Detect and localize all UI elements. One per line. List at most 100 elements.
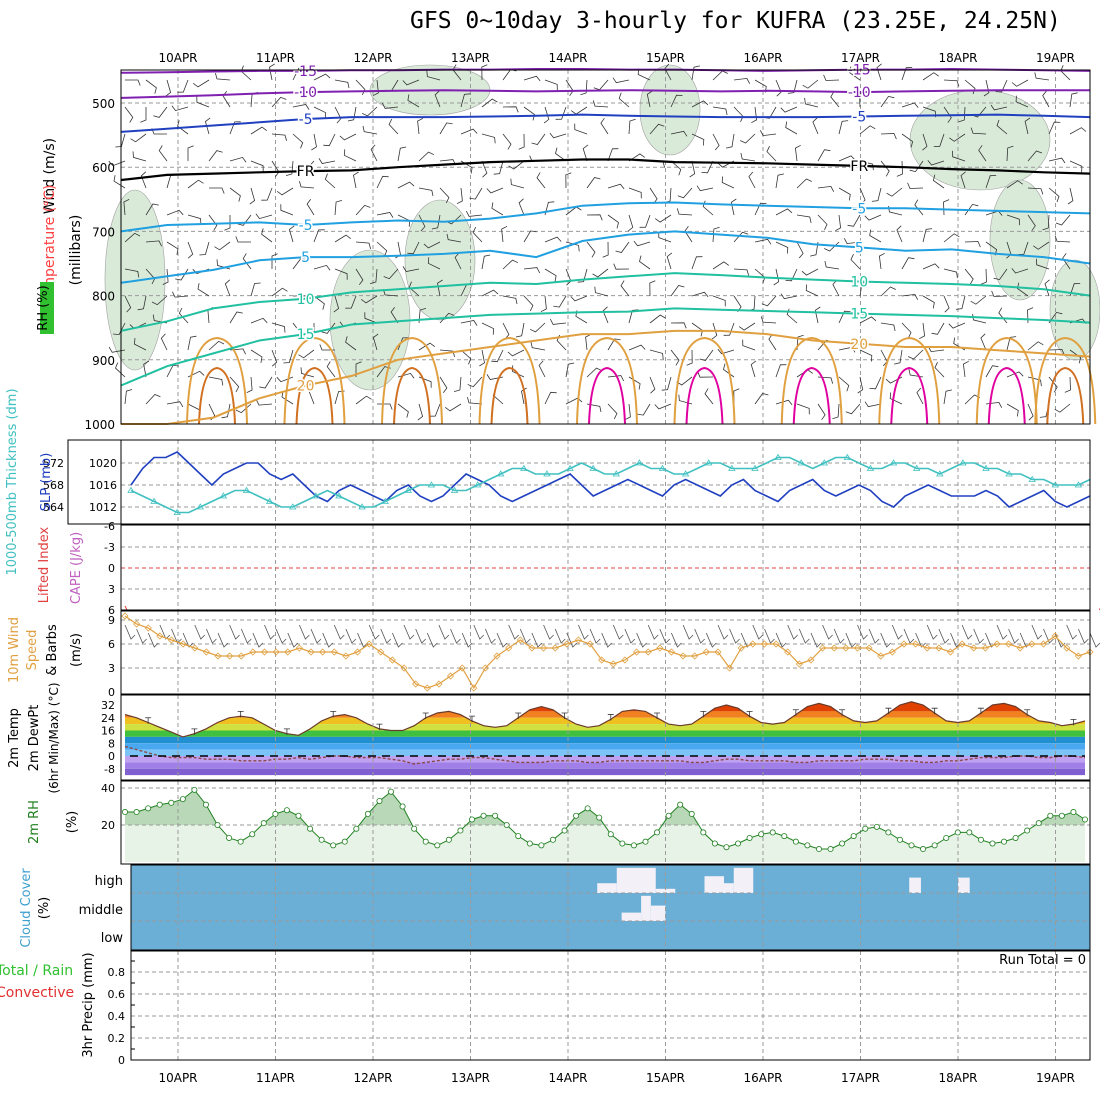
wind-barb — [927, 346, 945, 353]
wind-barb-10m — [136, 628, 147, 644]
rh-point — [434, 842, 441, 849]
isotherm-30 — [393, 366, 431, 425]
wind-barb — [502, 106, 519, 113]
rh-point — [272, 810, 279, 817]
wind-barb — [355, 79, 366, 96]
rh-point — [804, 842, 811, 849]
wind-barb — [985, 401, 1003, 408]
wind-barb-10m — [322, 632, 333, 648]
wind-barb — [955, 295, 966, 310]
wind-barb — [633, 240, 651, 247]
temp-band — [125, 762, 1085, 769]
wind-barb-10m — [845, 632, 857, 648]
wind-barb — [1054, 235, 1071, 243]
wind-barb — [824, 261, 840, 270]
isotherm-30 — [198, 366, 236, 425]
wind-barb — [960, 171, 966, 189]
wind-barb — [796, 403, 810, 415]
wind-barb — [145, 203, 159, 216]
wind-label-1: 10m Wind — [7, 617, 22, 683]
wind-barb — [261, 187, 273, 201]
wind-speed-point — [272, 648, 280, 656]
rh-point — [561, 827, 568, 834]
precip-tick-label: 0 — [118, 1054, 125, 1067]
wind-label-4: (m/s) — [69, 633, 84, 667]
date-label-top: 10APR — [158, 51, 197, 65]
wind-barb — [510, 178, 525, 189]
wind-barb-10m — [124, 624, 136, 640]
wind-barb — [544, 79, 558, 91]
rh-unit-label: (%) — [65, 811, 80, 834]
wind-speed-point — [981, 644, 989, 652]
wind-barb — [670, 160, 682, 176]
wind-barb — [460, 128, 478, 135]
wind-barb — [670, 349, 680, 366]
minmax-marker — [792, 709, 799, 716]
wind-barb — [740, 153, 756, 162]
wind-barb-10m — [392, 632, 403, 648]
thickness-point — [150, 497, 158, 504]
wind-speed-point — [516, 636, 524, 644]
wind-barb — [153, 106, 168, 118]
wind-barb — [602, 241, 609, 258]
minmax-marker — [885, 707, 892, 715]
isotherm-label: -10 — [294, 85, 317, 101]
wind-barb — [922, 295, 935, 309]
cloud-unit-label: (%) — [37, 897, 52, 920]
wind-barb — [187, 370, 205, 378]
wind-barb — [175, 268, 189, 281]
wind-speed-point — [1039, 640, 1048, 648]
wind-barb — [271, 322, 286, 333]
wind-barb — [215, 72, 231, 81]
isotherm-label: 5 — [855, 240, 864, 256]
rh-point — [492, 812, 499, 819]
wind-barb — [283, 349, 294, 364]
wind-barb — [773, 268, 780, 286]
wind-speed-point — [493, 652, 501, 660]
wind-barb — [177, 120, 189, 135]
cloud-level-high: high — [95, 874, 123, 889]
isotherm-line — [120, 230, 1091, 284]
wind-speed-point — [1063, 644, 1071, 652]
rh-point — [700, 829, 707, 836]
wind-barb — [901, 102, 919, 108]
wind-barb — [364, 312, 378, 324]
wind-barb — [649, 187, 658, 205]
rh-point — [445, 836, 452, 843]
thickness-point — [612, 470, 620, 477]
wind-barb — [196, 96, 210, 108]
wind-barb — [417, 117, 424, 135]
cloud-block — [650, 905, 666, 921]
wind-barb — [761, 295, 777, 307]
wind-barb — [271, 133, 287, 142]
wind-barb — [437, 279, 443, 297]
wind-barb — [521, 387, 527, 405]
wind-barb — [785, 121, 798, 135]
wind-speed-point — [644, 648, 652, 656]
wind-barb-10m — [764, 628, 775, 644]
thickness-point — [520, 464, 528, 471]
wind-barb — [869, 376, 882, 390]
rh-area — [639, 64, 701, 156]
date-label-bottom: 14APR — [548, 1071, 587, 1085]
minmax-marker — [977, 707, 984, 715]
wind-barb — [376, 175, 389, 189]
wind-barb — [229, 121, 241, 135]
wind-barb — [907, 182, 924, 189]
cape-axis-label: CAPE (J/kg) — [69, 532, 84, 604]
rh-point — [607, 831, 614, 838]
wind-speed-point — [819, 644, 827, 652]
rh-point — [815, 846, 822, 853]
li-tick-label: -3 — [104, 541, 115, 554]
wind-barb — [240, 65, 252, 81]
wind-speed-point — [412, 680, 420, 688]
wind-barb — [943, 199, 950, 216]
wind-barb — [754, 393, 769, 405]
thickness-point — [219, 492, 228, 499]
wind-barb — [699, 349, 714, 361]
rh-point — [573, 812, 580, 819]
wind-barb — [166, 364, 179, 378]
li-tick-label: -6 — [104, 520, 115, 533]
panel-frame — [120, 780, 1091, 865]
